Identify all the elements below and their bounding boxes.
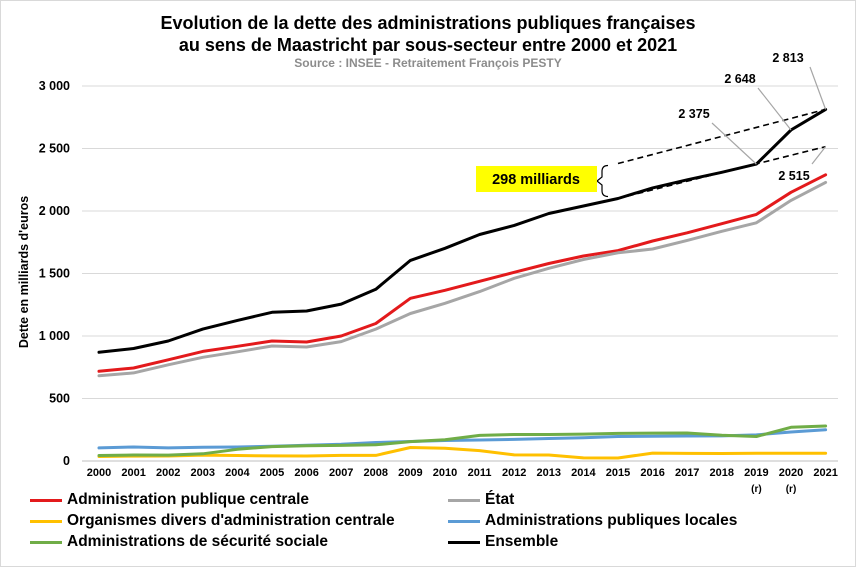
value-label-leader-2 xyxy=(711,122,757,165)
series-line-4 xyxy=(97,424,828,457)
y-tick-label: 3 000 xyxy=(39,79,70,93)
y-tick-label: 1 500 xyxy=(39,267,70,281)
legend-item: Administrations publiques locales xyxy=(448,512,737,530)
x-tick-label: 2020 xyxy=(779,467,803,479)
legend-item: Ensemble xyxy=(448,533,558,551)
chart-subtitle: Source : INSEE - Retraitement François P… xyxy=(294,56,562,70)
x-tick-label: 2005 xyxy=(260,467,284,479)
x-tick-label: 2004 xyxy=(225,467,250,479)
annotations: 2 813 2 648 2 375 2 515 298 milliards xyxy=(476,51,827,200)
value-label: 2 375 xyxy=(678,107,709,121)
y-tick-label: 2 000 xyxy=(39,204,70,218)
chart-title-line-1: Evolution de la dette des administration… xyxy=(160,13,696,33)
x-tick-note: (r) xyxy=(751,484,762,495)
value-label: 2 515 xyxy=(778,169,809,183)
x-tick-label: 2003 xyxy=(191,467,215,479)
x-tick-label: 2013 xyxy=(537,467,561,479)
y-tick-label: 2 500 xyxy=(39,142,70,156)
value-label-leader-1 xyxy=(757,87,792,131)
legend-label: Administration publique centrale xyxy=(67,491,309,508)
x-tick-label: 2019 xyxy=(744,467,768,479)
legend-label: Organismes divers d'administration centr… xyxy=(67,512,395,529)
series-line-0 xyxy=(97,173,828,373)
series-line-2 xyxy=(97,446,828,460)
value-label: 2 648 xyxy=(724,72,755,86)
legend-item: Administration publique centrale xyxy=(30,491,309,509)
x-tick-label: 2012 xyxy=(502,467,526,479)
x-tick-label: 2010 xyxy=(433,467,457,479)
x-tick-label: 2011 xyxy=(468,467,492,479)
series-line-3 xyxy=(97,428,828,450)
x-tick-label: 2018 xyxy=(710,467,734,479)
series-line-5 xyxy=(97,107,828,354)
callout-brace xyxy=(596,164,609,198)
trend-line-1 xyxy=(617,145,826,200)
x-tick-label: 2017 xyxy=(675,467,699,479)
legend-item: Organismes divers d'administration centr… xyxy=(30,512,395,530)
value-label-leader-0 xyxy=(809,66,827,110)
x-tick-label: 2006 xyxy=(294,467,318,479)
chart-title-line-2: au sens de Maastricht par sous-secteur e… xyxy=(178,35,678,55)
trend-line-0 xyxy=(617,108,826,165)
legend-swatch xyxy=(30,540,62,544)
x-tick-label: 2002 xyxy=(156,467,180,479)
legend-swatch xyxy=(30,498,62,502)
y-tick-label: 1 000 xyxy=(39,329,70,343)
x-tick-label: 2015 xyxy=(606,467,630,479)
x-tick-label: 2009 xyxy=(398,467,422,479)
x-tick-label: 2007 xyxy=(329,467,353,479)
legend-swatch xyxy=(448,540,480,544)
legend-label: Administrations de sécurité sociale xyxy=(67,533,329,550)
callout-label: 298 milliards xyxy=(492,172,580,188)
x-tick-label: 2000 xyxy=(87,467,111,479)
x-tick-label: 2001 xyxy=(121,467,145,479)
legend-swatch xyxy=(448,498,480,502)
value-label: 2 813 xyxy=(772,51,803,65)
y-tick-labels: 0 500 1 000 1 500 2 000 2 500 3 000 xyxy=(39,79,70,468)
legend-swatch xyxy=(448,519,480,523)
legend-label: Ensemble xyxy=(485,533,559,550)
x-tick-label: 2021 xyxy=(813,467,837,479)
x-tick-label: 2008 xyxy=(364,467,388,479)
callout-box xyxy=(476,166,597,192)
legend-label: État xyxy=(485,491,515,508)
legend-swatch xyxy=(30,519,62,523)
y-tick-label: 500 xyxy=(49,392,70,406)
series-lines xyxy=(97,107,828,460)
x-tick-note: (r) xyxy=(786,484,797,495)
gridlines xyxy=(82,85,838,462)
y-tick-label: 0 xyxy=(63,454,70,468)
legend-item: État xyxy=(448,491,514,509)
value-label-leader-3 xyxy=(811,146,827,165)
x-tick-labels: 2000 2001 2002 2003 2004 2005 2006 2007 2008 2009… xyxy=(87,467,838,495)
legend-item: Administrations de sécurité sociale xyxy=(30,533,328,551)
y-axis-label: Dette en milliards d'euros xyxy=(17,196,31,348)
x-tick-label: 2014 xyxy=(571,467,596,479)
series-line-1 xyxy=(97,180,828,378)
x-tick-label: 2016 xyxy=(640,467,664,479)
legend-label: Administrations publiques locales xyxy=(485,512,738,529)
